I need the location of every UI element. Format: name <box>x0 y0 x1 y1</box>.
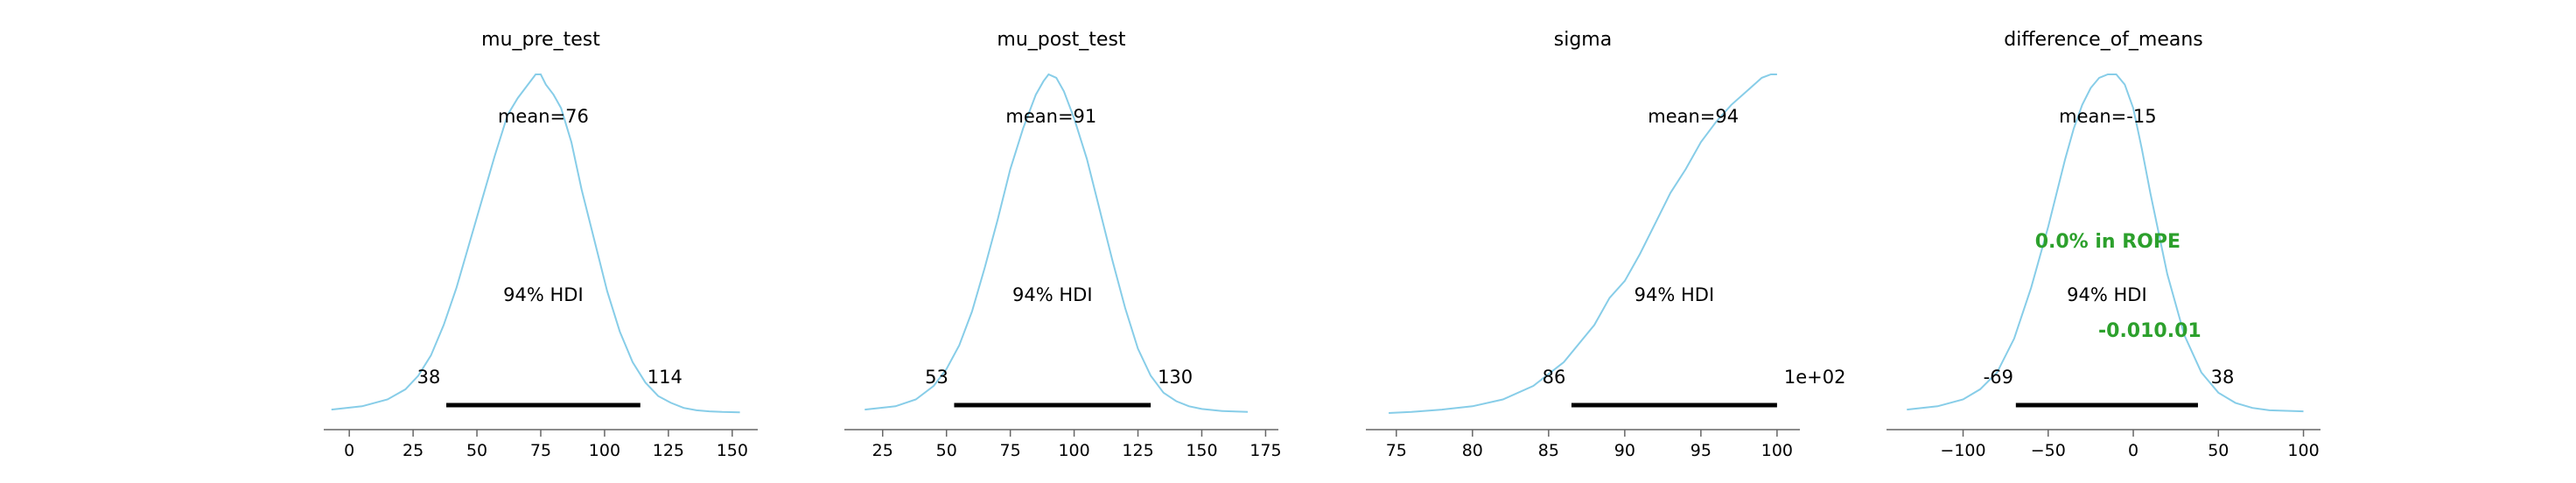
x-tick-label: 25 <box>872 441 893 460</box>
hdi-high-label: 1e+02 <box>1784 367 1846 388</box>
x-tick-label: 0 <box>344 441 354 460</box>
mean-label: mean=76 <box>498 106 589 127</box>
hdi-high-label: 130 <box>1158 367 1193 388</box>
x-tick-label: 150 <box>1186 441 1217 460</box>
hdi-label: 94% HDI <box>1012 284 1093 305</box>
x-tick-label: 95 <box>1690 441 1712 460</box>
x-tick-label: 100 <box>2287 441 2319 460</box>
panel-sigma: sigma mean=94 94% HDI 86 1e+02 75 80 85 90 95 100 <box>1366 29 1846 460</box>
hdi-low-label: 86 <box>1543 367 1566 388</box>
x-tick-label: 50 <box>936 441 957 460</box>
hdi-high-label: 114 <box>648 367 682 388</box>
x-tick-label: 50 <box>2208 441 2229 460</box>
panel-mu-pre-test: mu_pre_test mean=76 94% HDI 38 114 0 25 50 75 100… <box>324 29 758 460</box>
x-tick-label: 0 <box>2128 441 2138 460</box>
x-tick-label: 150 <box>717 441 748 460</box>
x-tick-label: 85 <box>1538 441 1559 460</box>
hdi-label: 94% HDI <box>1634 284 1715 305</box>
mean-label: mean=94 <box>1648 106 1739 127</box>
reference-value-label: -0.010.01 <box>2098 320 2202 342</box>
panel-mu-post-test: mu_post_test mean=91 94% HDI 53 130 25 50 75 100… <box>844 29 1282 460</box>
density-curve <box>331 74 740 414</box>
panel-difference-of-means: difference_of_means mean=-15 0.0% in ROPE -… <box>1886 29 2320 460</box>
density-curve <box>1907 74 2304 413</box>
panel-title: difference_of_means <box>2004 29 2203 51</box>
panel-title: mu_pre_test <box>481 29 600 51</box>
x-tick-label: 90 <box>1614 441 1635 460</box>
hdi-low-label: 38 <box>417 367 441 388</box>
x-tick-label: 50 <box>466 441 487 460</box>
x-tick-label: 100 <box>1761 441 1793 460</box>
hdi-high-label: 38 <box>2211 367 2235 388</box>
x-tick-label: 75 <box>1386 441 1407 460</box>
hdi-label: 94% HDI <box>2067 284 2147 305</box>
x-tick-label: 100 <box>1058 441 1089 460</box>
x-tick-label: 125 <box>1122 441 1153 460</box>
rope-label: 0.0% in ROPE <box>2035 231 2180 253</box>
x-tick-label: 80 <box>1462 441 1483 460</box>
x-tick-label: −50 <box>2031 441 2066 460</box>
mean-label: mean=91 <box>1005 106 1096 127</box>
x-tick-label: 75 <box>530 441 551 460</box>
mean-label: mean=-15 <box>2059 106 2156 127</box>
x-tick-label: 175 <box>1250 441 1281 460</box>
x-tick-label: 25 <box>402 441 424 460</box>
x-tick-label: 125 <box>653 441 684 460</box>
hdi-low-label: -69 <box>1984 367 2013 388</box>
panel-title: mu_post_test <box>997 29 1126 51</box>
panel-title: sigma <box>1554 29 1612 51</box>
hdi-label: 94% HDI <box>503 284 584 305</box>
x-tick-label: −100 <box>1940 441 1985 460</box>
x-tick-label: 100 <box>589 441 620 460</box>
x-tick-label: 75 <box>1000 441 1021 460</box>
hdi-low-label: 53 <box>925 367 948 388</box>
density-curve <box>1389 74 1777 414</box>
density-curve <box>864 73 1249 413</box>
